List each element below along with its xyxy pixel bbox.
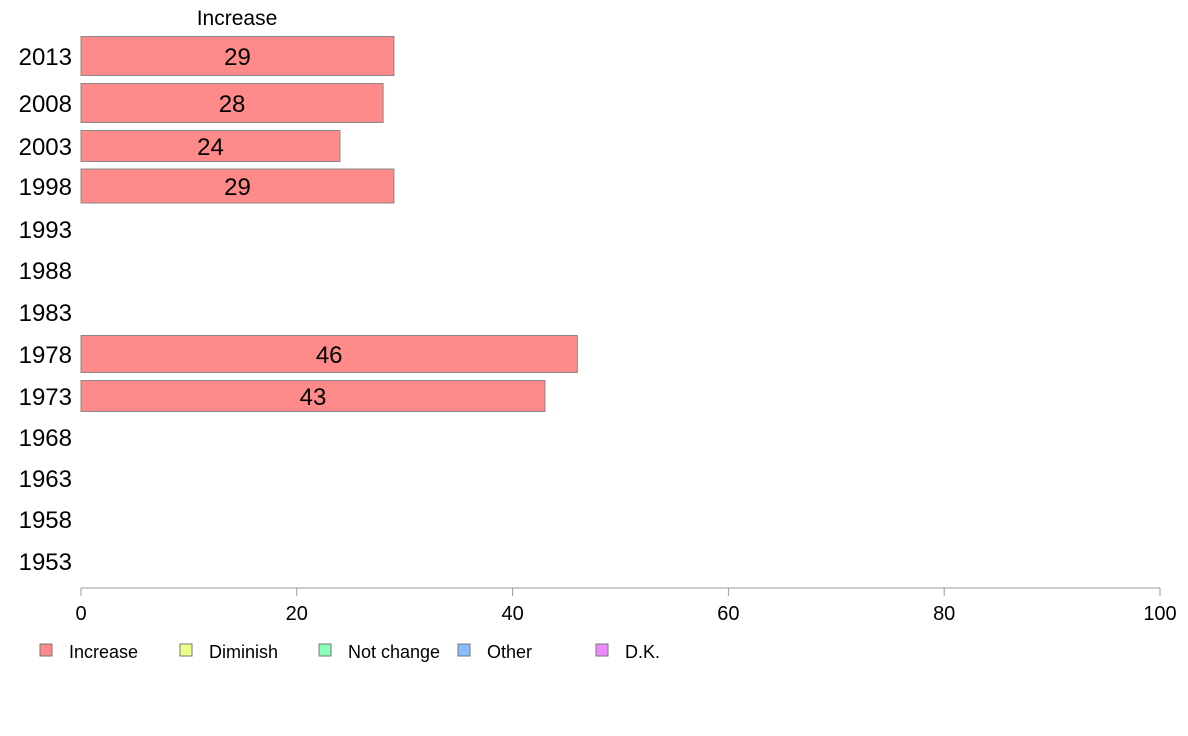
year-labels-layer: 2013 2008 2003 1998 1993 1988 1983 1978 1973 1968… <box>19 44 72 576</box>
bar-value-label-1973: 43 <box>300 384 327 411</box>
legend-swatch-not-change <box>318 643 332 657</box>
year-label-1953: 1953 <box>19 549 72 576</box>
year-label-1958: 1958 <box>19 507 72 534</box>
legend-swatch-other <box>457 643 471 657</box>
series-title: Increase <box>197 7 278 30</box>
legend-swatch-d-k <box>595 643 609 657</box>
legend: Increase Diminish Not change Other D.K. <box>39 642 660 662</box>
x-tick-label-60: 60 <box>717 603 739 625</box>
year-label-1983: 1983 <box>19 300 72 327</box>
legend-swatch-increase <box>39 643 53 657</box>
bar-2013 <box>80 36 395 76</box>
legend-label-not-change: Not change <box>348 642 440 662</box>
legend-label-diminish: Diminish <box>209 642 278 662</box>
x-tick-label-80: 80 <box>933 603 955 625</box>
x-tick-label-100: 100 <box>1143 603 1176 625</box>
bar-value-label-1998: 29 <box>224 174 251 201</box>
legend-label-d-k: D.K. <box>625 642 660 662</box>
year-label-1998: 1998 <box>19 174 72 201</box>
x-tick-label-40: 40 <box>501 603 523 625</box>
bar-1998 <box>80 168 395 204</box>
bar-1978 <box>80 335 578 373</box>
bar-1973 <box>80 380 546 412</box>
x-tick-label-20: 20 <box>286 603 308 625</box>
x-axis: 0 20 40 60 80 100 <box>75 587 1177 625</box>
bar-value-label-1978: 46 <box>316 342 343 369</box>
bar-2003 <box>80 130 341 162</box>
bar-value-label-2008: 28 <box>219 91 246 118</box>
legend-swatch-diminish <box>179 643 193 657</box>
year-label-1988: 1988 <box>19 258 72 285</box>
legend-label-increase: Increase <box>69 642 138 662</box>
year-label-2013: 2013 <box>19 44 72 71</box>
legend-label-other: Other <box>487 642 532 662</box>
bar-value-label-2013: 29 <box>224 44 251 71</box>
year-label-1968: 1968 <box>19 425 72 452</box>
year-label-2003: 2003 <box>19 134 72 161</box>
year-label-1993: 1993 <box>19 217 72 244</box>
year-label-2008: 2008 <box>19 91 72 118</box>
bar-value-label-2003: 24 <box>197 134 224 161</box>
bar-2008 <box>80 83 384 123</box>
x-tick-label-0: 0 <box>75 603 86 625</box>
year-label-1963: 1963 <box>19 466 72 493</box>
year-label-1973: 1973 <box>19 384 72 411</box>
year-label-1978: 1978 <box>19 342 72 369</box>
